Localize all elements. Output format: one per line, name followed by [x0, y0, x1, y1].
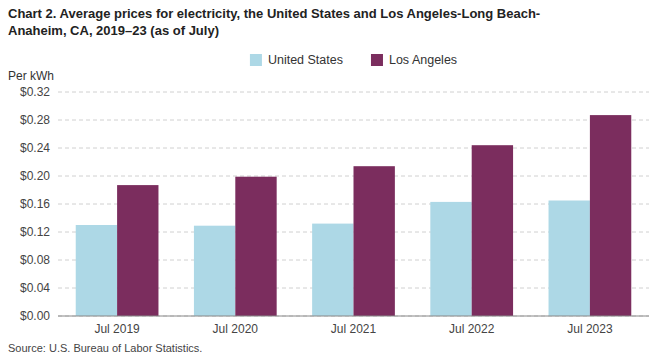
bar	[117, 185, 158, 316]
legend: United States Los Angeles	[250, 53, 457, 67]
y-tick-label: $0.16	[20, 197, 50, 211]
y-tick-label: $0.32	[20, 85, 50, 99]
chart-svg: Chart 2. Average prices for electricity,…	[0, 0, 661, 360]
y-tick-label: $0.28	[20, 113, 50, 127]
y-tick-labels: $0.00 $0.04 $0.08 $0.12 $0.16 $0.20 $0.24 $0.28…	[20, 85, 50, 323]
y-tick-label: $0.08	[20, 253, 50, 267]
grid-line	[58, 92, 649, 93]
page: {"chart_data": {"type": "bar", "title": …	[0, 0, 661, 360]
bar	[235, 177, 276, 316]
bar	[354, 166, 395, 316]
bar	[590, 115, 631, 316]
x-tick-label: Jul 2022	[449, 322, 495, 336]
x-tick-label: Jul 2019	[94, 322, 140, 336]
legend-swatch	[371, 54, 383, 66]
y-tick-label: $0.00	[20, 309, 50, 323]
legend-label: United States	[268, 53, 343, 67]
bar	[194, 226, 235, 316]
bar	[312, 224, 353, 316]
bars	[76, 115, 632, 316]
y-tick-label: $0.20	[20, 169, 50, 183]
bar	[472, 145, 513, 316]
x-tick-label: Jul 2020	[213, 322, 259, 336]
background	[0, 0, 661, 360]
y-tick-label: $0.24	[20, 141, 50, 155]
x-tick-label: Jul 2023	[567, 322, 613, 336]
bar	[549, 201, 590, 317]
y-tick-label: $0.12	[20, 225, 50, 239]
title: Anaheim, CA, 2019–23 (as of July)	[8, 23, 219, 38]
source: Source: U.S. Bureau of Labor Statistics.	[8, 342, 202, 354]
y-tick-label: $0.04	[20, 281, 50, 295]
chart-container: Chart 2. Average prices for electricity,…	[0, 0, 661, 360]
title: Chart 2. Average prices for electricity,…	[8, 6, 540, 21]
grid	[58, 92, 649, 316]
bar	[430, 202, 471, 316]
x-tick-label: Jul 2021	[331, 322, 377, 336]
grid-line	[58, 148, 649, 149]
legend-label: Los Angeles	[389, 53, 457, 67]
x-tick-labels: Jul 2019 Jul 2020 Jul 2021 Jul 2022 Jul 2023	[94, 322, 612, 336]
legend-swatch	[250, 54, 262, 66]
bar	[76, 225, 117, 316]
x-axis-line	[58, 316, 649, 317]
y-axis-label: Per kWh	[8, 69, 54, 83]
grid-line	[58, 316, 649, 317]
grid-line	[58, 120, 649, 121]
